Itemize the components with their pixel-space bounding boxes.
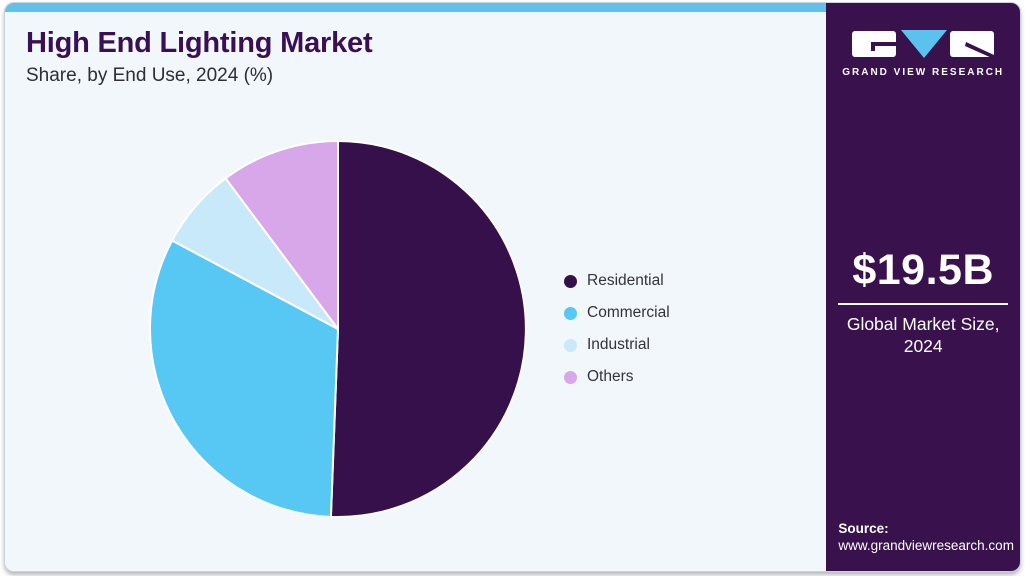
legend-item-others: Others [564, 361, 670, 393]
pie-slice-residential [329, 140, 527, 518]
legend-dot-icon [564, 306, 577, 320]
brand-name: GRAND VIEW RESEARCH [842, 67, 1005, 78]
market-size-block: $19.5B Global Market Size, 2024 [826, 246, 1020, 358]
page-subtitle: Share, by End Use, 2024 (%) [26, 65, 274, 86]
source-url: www.grandviewresearch.com [838, 538, 1014, 554]
market-size-caption: Global Market Size, 2024 [826, 314, 1020, 358]
legend-label: Commercial [587, 304, 670, 321]
legend-item-industrial: Industrial [564, 329, 670, 361]
legend-item-residential: Residential [564, 265, 670, 297]
pie-slice-others [224, 140, 339, 330]
chart-area: High End Lighting Market Share, by End U… [5, 3, 827, 571]
legend-label: Others [587, 368, 634, 385]
top-accent-bar [5, 3, 827, 12]
market-size-value: $19.5B [852, 246, 995, 294]
legend-item-commercial: Commercial [564, 297, 670, 329]
legend-dot-icon [564, 338, 577, 352]
source-block: Source: www.grandviewresearch.com [826, 520, 1014, 571]
source-label: Source: [838, 520, 889, 536]
gvr-logo-icon [852, 30, 995, 59]
divider [838, 303, 1009, 305]
legend-dot-icon [564, 370, 577, 384]
infographic-card: High End Lighting Market Share, by End U… [4, 2, 1021, 572]
chart-legend: Residential Commercial Industrial Others [564, 265, 670, 393]
pie-chart [148, 139, 528, 519]
brand-sidebar: GRAND VIEW RESEARCH $19.5B Global Market… [826, 3, 1020, 571]
legend-label: Industrial [587, 336, 650, 353]
caption-line-2: 2024 [903, 335, 943, 356]
caption-line-1: Global Market Size, [846, 314, 1000, 334]
page-title: High End Lighting Market [26, 27, 373, 59]
pie-chart-svg [149, 140, 527, 518]
chart-header: High End Lighting Market Share, by End U… [26, 27, 373, 87]
legend-label: Residential [587, 272, 664, 289]
pie-slice-commercial [149, 239, 339, 518]
legend-dot-icon [564, 274, 577, 288]
gvr-logo: GRAND VIEW RESEARCH [842, 28, 1004, 78]
